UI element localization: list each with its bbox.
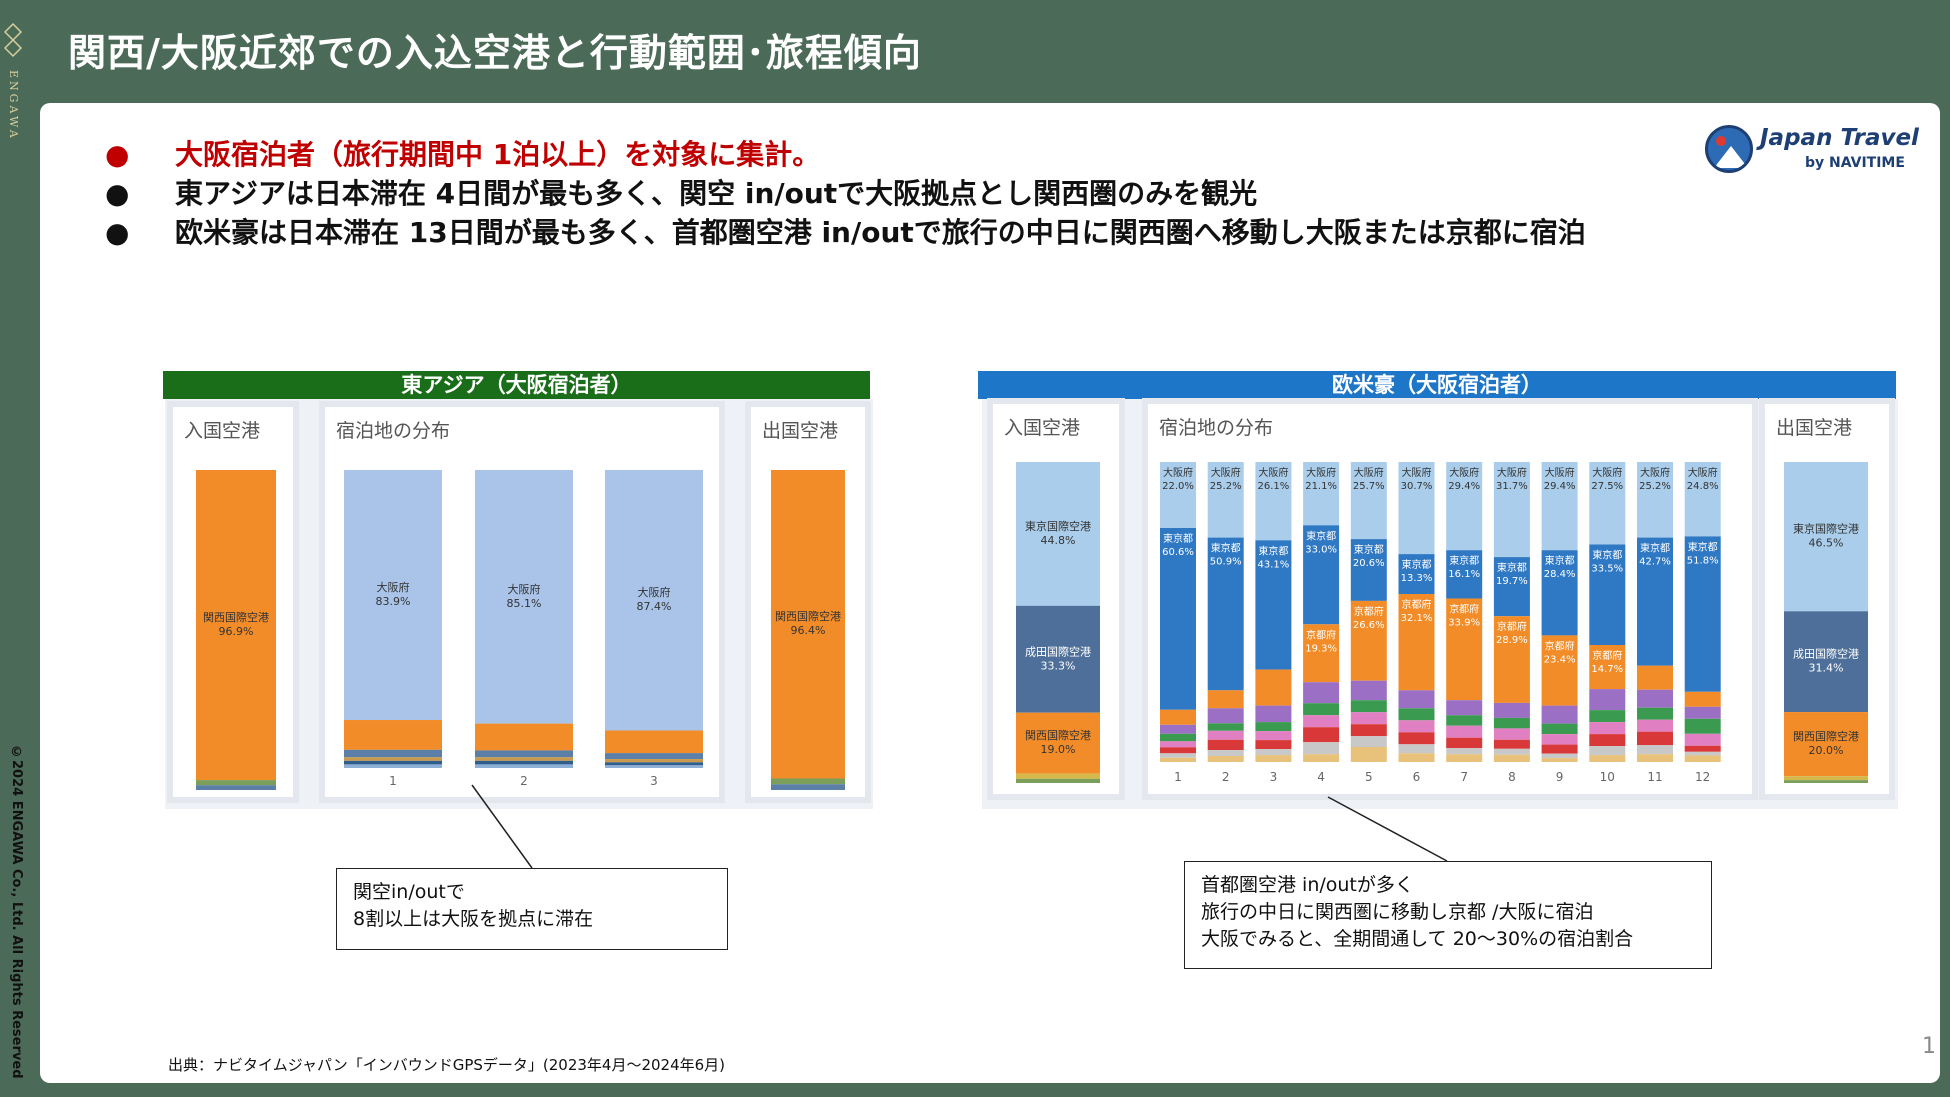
bullet-text: 大阪宿泊者（旅行期間中 1泊以上）を対象に集計。 — [175, 138, 821, 171]
logo-name: Japan Travel — [1760, 125, 1919, 151]
bullet-dot-icon: ● — [105, 138, 130, 171]
summary-bullets: ● 大阪宿泊者（旅行期間中 1泊以上）を対象に集計。 ● 東アジアは日本滞在 4日間… — [105, 135, 1586, 252]
bullet-dot-icon: ● — [105, 216, 130, 249]
mount-fuji-icon — [1705, 125, 1753, 173]
callout-line: 関空in/outで — [353, 881, 465, 903]
callout-line: 大阪でみると、全期間通して 20〜30%の宿泊割合 — [1201, 928, 1634, 950]
page-title: 関西/大阪近郊での入込空港と行動範囲･旅程傾向 — [68, 31, 922, 75]
bullet-dot-icon: ● — [105, 177, 130, 210]
western-chart-title: 欧米豪（大阪宿泊者） — [978, 371, 1896, 399]
callout-line: 8割以上は大阪を拠点に滞在 — [353, 908, 594, 930]
east-asia-callout: 関空in/outで 8割以上は大阪を拠点に滞在 — [336, 868, 728, 950]
east-asia-chart-title: 東アジア（大阪宿泊者） — [163, 371, 870, 399]
bullet-text: 東アジアは日本滞在 4日間が最も多く、関空 in/outで大阪拠点とし関西圏のみ… — [175, 177, 1258, 210]
japan-travel-logo: Japan Travel by NAVITIME — [1705, 123, 1919, 178]
bullet-item: ● 東アジアは日本滞在 4日間が最も多く、関空 in/outで大阪拠点とし関西圏の… — [105, 174, 1586, 213]
brand-sidebar: ENGAWA ©2024 ENGAWA Co., Ltd. All Rights… — [0, 0, 28, 1097]
bullet-item: ● 大阪宿泊者（旅行期間中 1泊以上）を対象に集計。 — [105, 135, 1586, 174]
logo-by: by NAVITIME — [1805, 155, 1905, 171]
western-callout: 首都圏空港 in/outが多く 旅行の中日に関西圏に移動し京都 /大阪に宿泊 大… — [1184, 861, 1712, 969]
bullet-text: 欧米豪は日本滞在 13日間が最も多く、首都圏空港 in/outで旅行の中日に関西… — [175, 216, 1586, 249]
callout-line: 旅行の中日に関西圏に移動し京都 /大阪に宿泊 — [1201, 901, 1594, 923]
source-note: 出典：ナビタイムジャパン「インバウンドGPSデータ」(2023年4月〜2024年… — [168, 1056, 726, 1074]
bullet-item: ● 欧米豪は日本滞在 13日間が最も多く、首都圏空港 in/outで旅行の中日に関… — [105, 213, 1586, 252]
page-number: 1 — [1922, 1034, 1936, 1059]
callout-line: 首都圏空港 in/outが多く — [1201, 874, 1414, 896]
copyright-notice: ©2024 ENGAWA Co., Ltd. All Rights Reserv… — [9, 745, 24, 1079]
engawa-logo-icon — [3, 22, 23, 58]
brand-name: ENGAWA — [7, 70, 20, 141]
